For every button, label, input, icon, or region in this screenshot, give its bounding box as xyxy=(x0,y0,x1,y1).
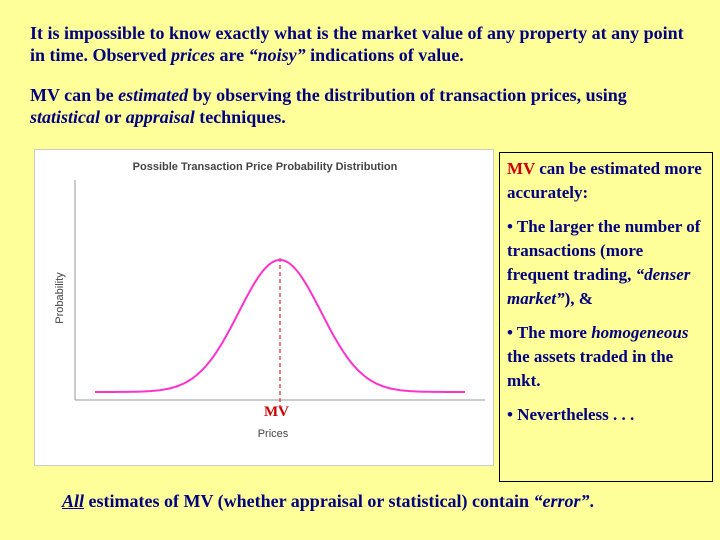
sidebar-bullet-1: • The larger the number of transactions … xyxy=(507,215,708,311)
intro-emphasis-appraisal: appraisal xyxy=(125,107,195,127)
intro-emphasis-prices: prices xyxy=(171,45,215,65)
intro-text: It is impossible to know exactly what is… xyxy=(30,23,684,65)
footer-emphasis-all: All xyxy=(62,491,85,511)
intro-emphasis-statistical: statistical xyxy=(30,107,101,127)
bullet-text: • The more xyxy=(507,323,592,342)
footer-text: estimates of MV (whether appraisal or st… xyxy=(84,491,534,511)
distribution-chart: Possible Transaction Price Probability D… xyxy=(34,149,494,466)
footer-text: . xyxy=(589,491,594,511)
bullet-text: • The larger the number of transactions … xyxy=(507,217,701,284)
distribution-curve xyxy=(95,258,465,393)
sidebar-bullet-3: • Nevertheless . . . xyxy=(507,405,635,424)
mv-marker-label: MV xyxy=(264,404,289,420)
chart-svg: Possible Transaction Price Probability D… xyxy=(54,161,485,440)
sidebar-mv-label: MV xyxy=(507,159,536,178)
intro-text: techniques. xyxy=(194,107,286,127)
x-axis-label: Prices xyxy=(258,428,289,440)
bullet-text: the assets traded in the mkt. xyxy=(507,347,674,390)
intro-text: MV can be xyxy=(30,85,119,105)
bullet-emphasis: “denser market” xyxy=(507,265,691,308)
sidebar-note-box: MV can be estimated more accurately: • T… xyxy=(499,152,713,482)
bullet-emphasis: homogeneous xyxy=(591,323,689,342)
intro-text: by observing the distribution of transac… xyxy=(188,85,627,105)
intro-text: or xyxy=(100,107,126,127)
footer-emphasis-error: “error” xyxy=(533,491,590,511)
intro-paragraph-1: It is impossible to know exactly what is… xyxy=(30,22,700,66)
bullet-text: ), & xyxy=(564,289,593,308)
y-axis-label: Probability xyxy=(54,272,66,324)
sidebar-bullet-2: • The more homogeneous the assets traded… xyxy=(507,321,708,393)
intro-emphasis-estimated: estimated xyxy=(118,85,189,105)
intro-text: indications of value. xyxy=(305,45,464,65)
chart-title: Possible Transaction Price Probability D… xyxy=(133,161,398,173)
intro-emphasis-noisy: “noisy” xyxy=(248,45,306,65)
intro-text: are xyxy=(215,45,249,65)
sidebar-heading-text: can be estimated more accurately: xyxy=(507,159,702,202)
intro-paragraph-2: MV can be estimated by observing the dis… xyxy=(30,84,700,128)
footer-statement: All estimates of MV (whether appraisal o… xyxy=(62,491,702,512)
sidebar-heading: MV can be estimated more accurately: xyxy=(507,157,708,205)
